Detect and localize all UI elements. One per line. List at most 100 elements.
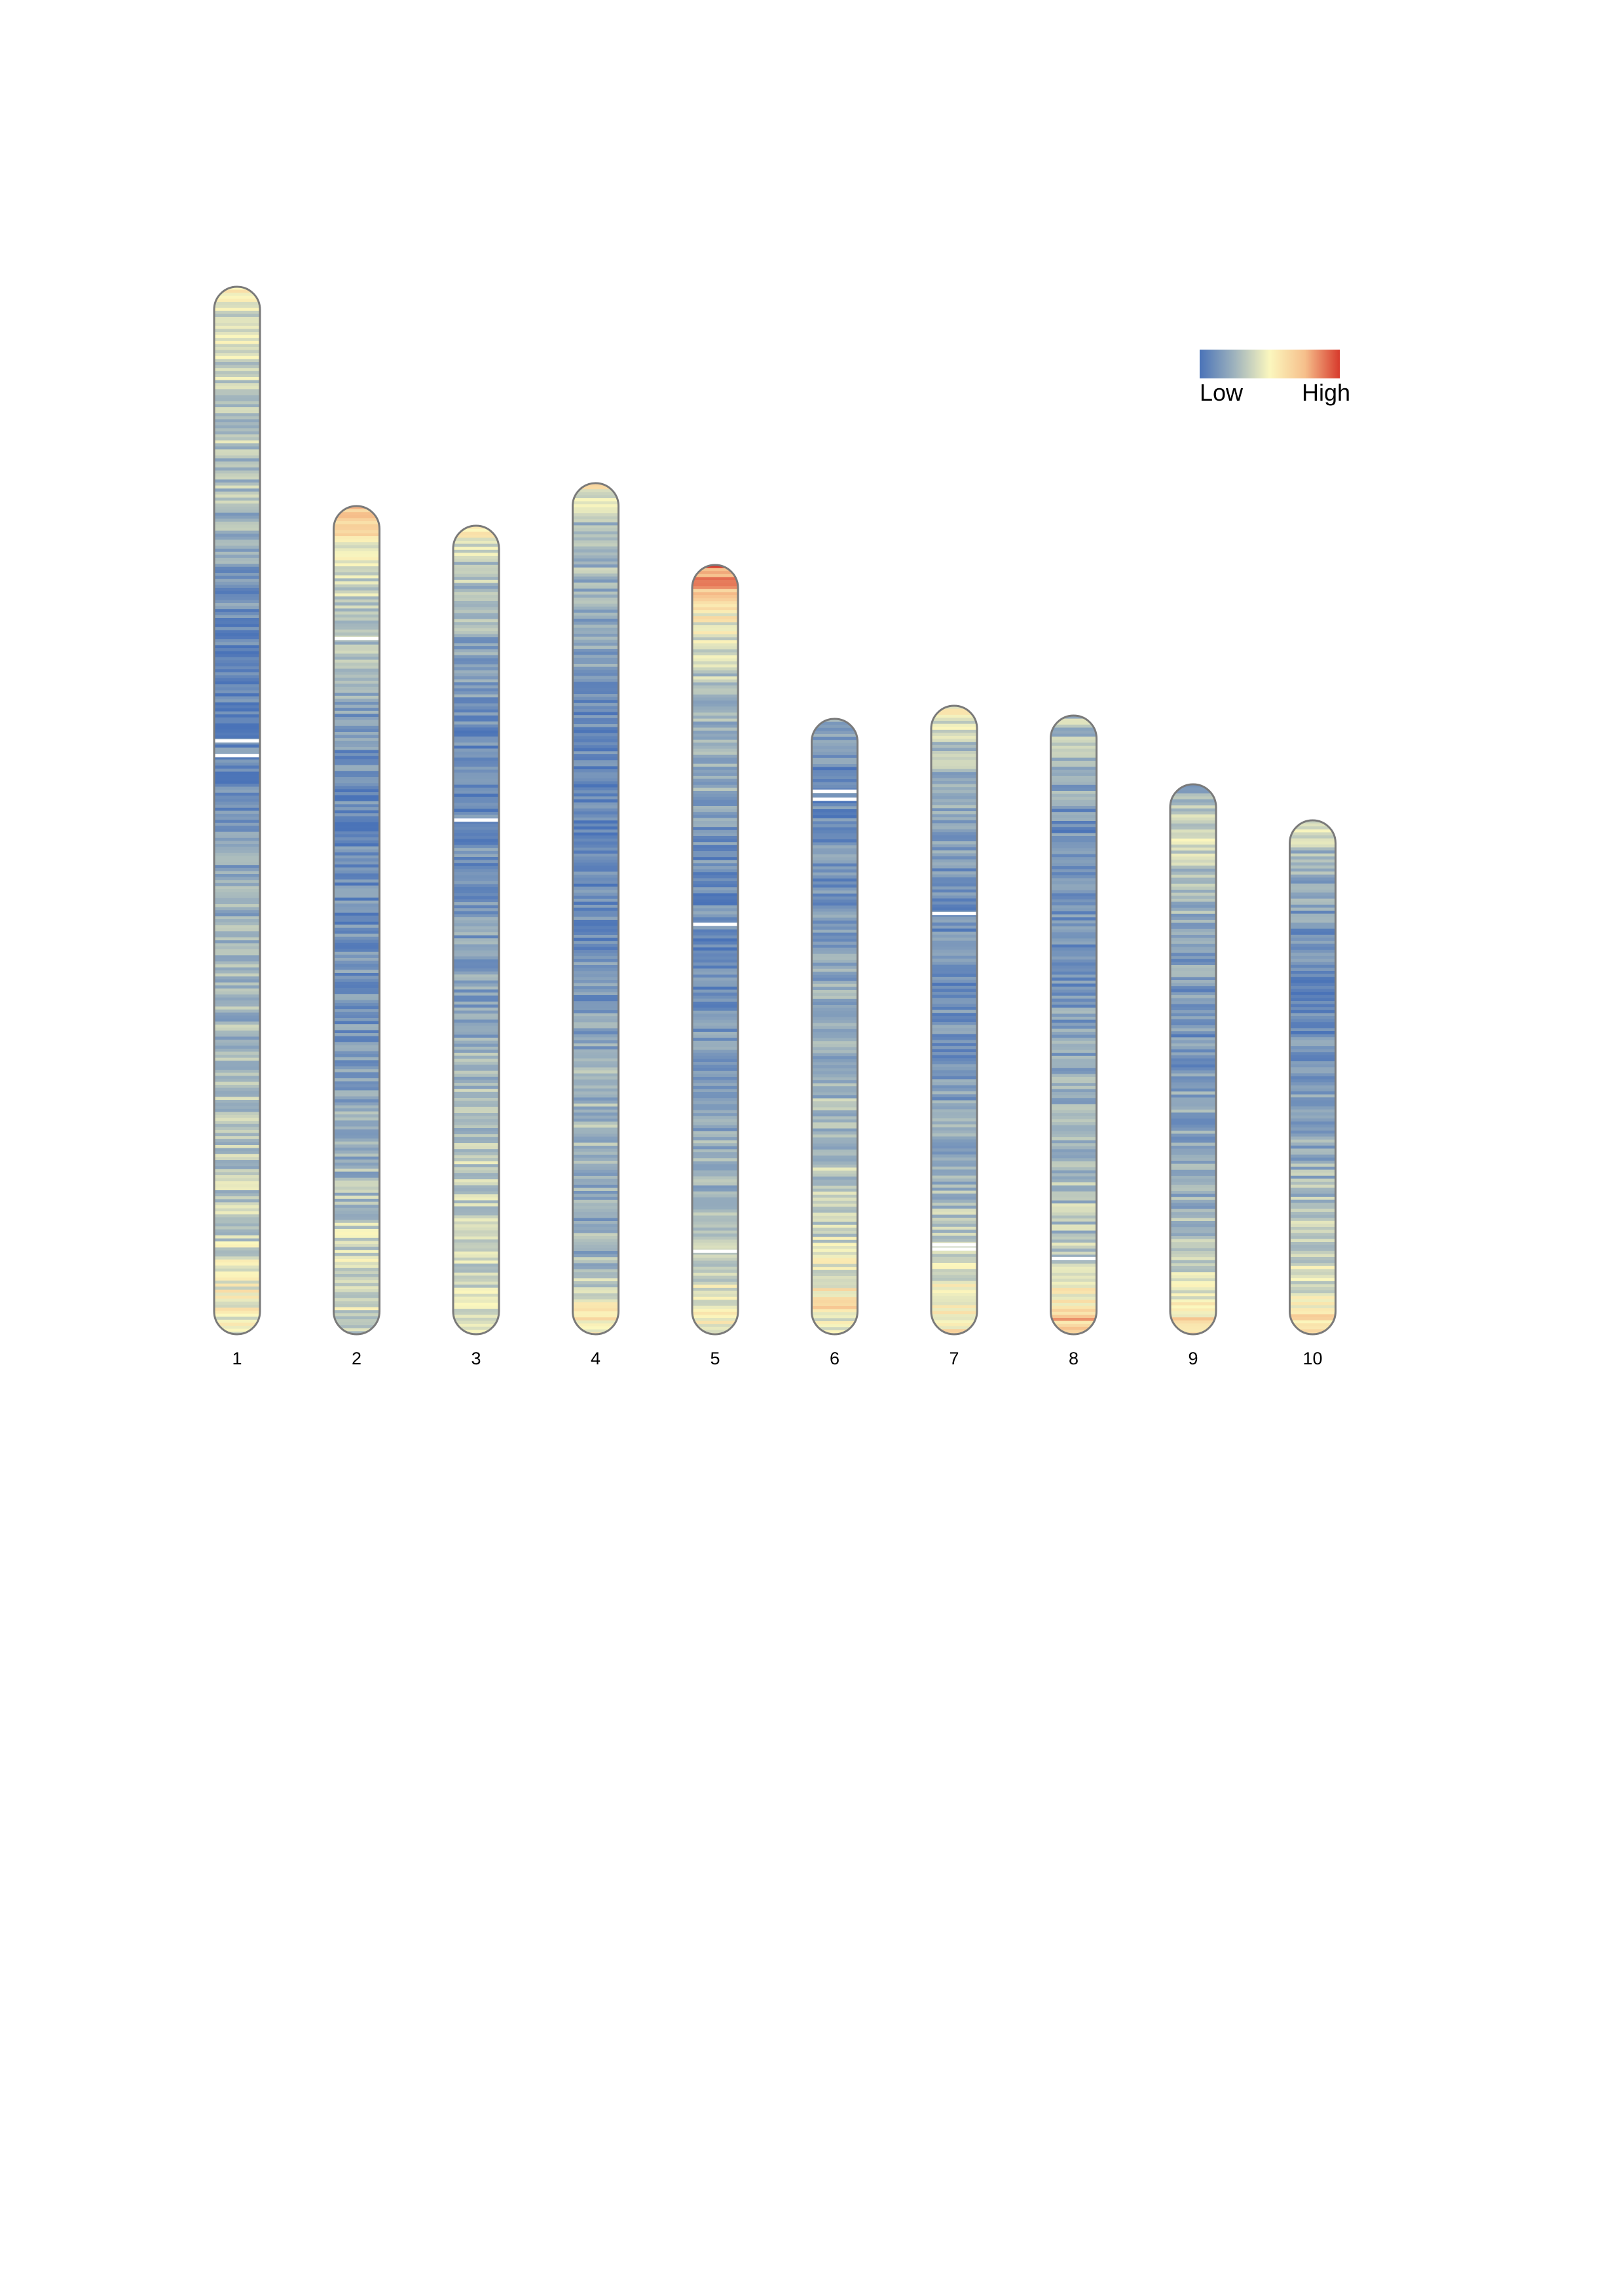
density-band bbox=[572, 606, 619, 610]
density-band bbox=[811, 860, 858, 864]
density-band bbox=[1289, 1326, 1336, 1330]
density-band bbox=[811, 1122, 858, 1126]
density-band bbox=[333, 855, 380, 859]
density-band bbox=[453, 896, 499, 900]
density-band bbox=[333, 627, 380, 630]
density-band bbox=[1289, 1124, 1336, 1128]
density-band bbox=[333, 1102, 380, 1106]
density-band bbox=[453, 989, 499, 993]
density-band bbox=[1050, 818, 1097, 822]
density-band bbox=[692, 1098, 738, 1102]
chromosome-label: 4 bbox=[591, 1349, 600, 1368]
density-band bbox=[453, 752, 499, 756]
density-band bbox=[1170, 1305, 1216, 1309]
density-band bbox=[333, 975, 380, 979]
density-band bbox=[333, 994, 380, 998]
chromosome-label: 6 bbox=[830, 1349, 840, 1368]
density-band bbox=[931, 1082, 977, 1086]
density-band bbox=[692, 1013, 738, 1017]
density-band bbox=[692, 1062, 738, 1066]
density-band bbox=[1170, 1239, 1216, 1243]
density-band bbox=[572, 672, 619, 676]
density-band bbox=[572, 694, 619, 698]
density-band bbox=[214, 1283, 260, 1287]
density-band bbox=[453, 845, 499, 848]
density-band bbox=[572, 627, 619, 631]
density-band bbox=[692, 1224, 738, 1228]
density-band bbox=[811, 993, 858, 996]
density-band bbox=[214, 805, 260, 809]
density-band bbox=[1289, 1218, 1336, 1222]
density-band bbox=[572, 1227, 619, 1231]
density-band bbox=[1170, 1167, 1216, 1171]
density-band bbox=[692, 1269, 738, 1273]
density-band bbox=[1170, 1131, 1216, 1135]
density-band bbox=[692, 872, 738, 876]
density-band bbox=[1289, 1148, 1336, 1152]
density-band bbox=[692, 782, 738, 786]
density-band bbox=[1050, 1300, 1097, 1303]
density-band bbox=[692, 1068, 738, 1072]
density-band bbox=[453, 703, 499, 707]
density-band bbox=[1050, 1173, 1097, 1177]
density-band bbox=[811, 1149, 858, 1153]
density-band bbox=[572, 649, 619, 653]
density-band bbox=[453, 1083, 499, 1087]
density-band bbox=[333, 1108, 380, 1112]
density-band bbox=[1050, 1273, 1097, 1277]
density-band bbox=[1170, 956, 1216, 960]
density-band bbox=[692, 613, 738, 617]
density-band bbox=[931, 844, 977, 848]
density-band bbox=[1170, 1161, 1216, 1165]
density-band bbox=[692, 974, 738, 978]
density-band bbox=[453, 709, 499, 713]
density-band bbox=[333, 524, 380, 528]
density-band bbox=[453, 929, 499, 933]
density-band bbox=[214, 750, 260, 754]
density-band bbox=[1289, 1001, 1336, 1005]
density-band bbox=[692, 1288, 738, 1292]
density-band bbox=[333, 879, 380, 883]
density-band bbox=[214, 952, 260, 956]
density-band bbox=[214, 837, 260, 841]
density-band bbox=[811, 908, 858, 912]
density-band bbox=[811, 1212, 858, 1216]
density-band bbox=[1289, 989, 1336, 993]
density-band bbox=[333, 563, 380, 567]
density-band bbox=[931, 1103, 977, 1107]
density-band bbox=[811, 1312, 858, 1316]
density-band bbox=[811, 1179, 858, 1183]
density-band bbox=[572, 799, 619, 803]
density-band bbox=[214, 907, 260, 911]
density-band bbox=[692, 580, 738, 584]
density-band bbox=[811, 1194, 858, 1198]
density-band bbox=[931, 757, 977, 761]
density-band bbox=[214, 603, 260, 607]
density-band bbox=[811, 1056, 858, 1060]
density-band bbox=[931, 799, 977, 803]
density-band bbox=[1050, 1279, 1097, 1283]
density-band bbox=[1289, 868, 1336, 872]
legend-color-bar bbox=[1200, 350, 1340, 378]
chromosome-2-density-bands bbox=[333, 506, 380, 1334]
density-band bbox=[931, 774, 977, 778]
density-band bbox=[333, 1262, 380, 1266]
density-band bbox=[692, 716, 738, 720]
density-band bbox=[1050, 1044, 1097, 1048]
density-band bbox=[811, 1065, 858, 1069]
density-band bbox=[333, 1286, 380, 1290]
density-band bbox=[572, 1296, 619, 1300]
chromosome-label: 7 bbox=[949, 1349, 959, 1368]
density-band bbox=[453, 574, 499, 577]
density-band bbox=[692, 586, 738, 590]
density-band bbox=[1289, 1227, 1336, 1231]
density-band bbox=[811, 1273, 858, 1277]
density-band bbox=[1170, 1284, 1216, 1288]
density-band bbox=[1170, 1137, 1216, 1140]
density-band bbox=[453, 1029, 499, 1032]
density-band bbox=[1050, 1324, 1097, 1328]
density-band bbox=[453, 1257, 499, 1261]
density-band bbox=[1289, 1061, 1336, 1065]
density-band bbox=[1050, 1070, 1097, 1074]
density-band bbox=[811, 884, 858, 888]
